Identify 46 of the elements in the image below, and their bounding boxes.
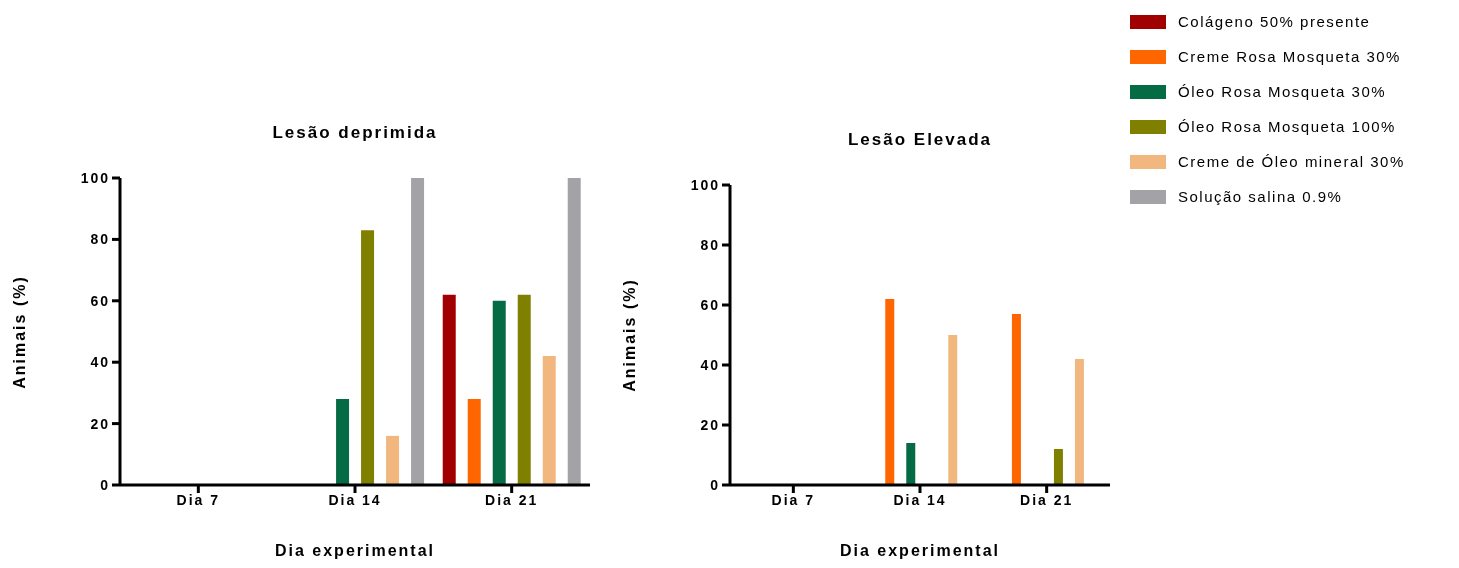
legend-label: Solução salina 0.9% bbox=[1178, 188, 1343, 205]
bar bbox=[442, 294, 456, 485]
legend-label: Óleo Rosa Mosqueta 30% bbox=[1178, 83, 1387, 100]
chart-title: Lesão deprimida bbox=[272, 123, 438, 143]
x-axis-title: Dia experimental bbox=[839, 542, 1001, 560]
bar bbox=[1011, 314, 1021, 485]
legend-label: Colágeno 50% presente bbox=[1178, 13, 1371, 30]
x-tick-label: Dia 14 bbox=[328, 491, 382, 508]
y-tick-label: 20 bbox=[700, 416, 720, 433]
x-axis-title: Dia experimental bbox=[274, 542, 436, 560]
bar bbox=[542, 356, 556, 485]
bar bbox=[411, 178, 425, 485]
y-tick-label: 40 bbox=[700, 356, 720, 373]
y-tick-label: 100 bbox=[690, 176, 720, 193]
bar bbox=[467, 399, 481, 485]
chart-title: Lesão Elevada bbox=[847, 130, 993, 150]
bar bbox=[336, 399, 350, 485]
y-tick-label: 60 bbox=[700, 296, 720, 313]
y-axis-title: Animais (%) bbox=[621, 278, 639, 392]
legend-label: Creme Rosa Mosqueta 30% bbox=[1178, 48, 1401, 65]
y-tick-label: 0 bbox=[100, 476, 110, 493]
y-axis-title: Animais (%) bbox=[11, 274, 29, 389]
bar bbox=[885, 299, 895, 485]
y-tick-label: 40 bbox=[90, 354, 110, 371]
bar bbox=[517, 294, 531, 485]
bar bbox=[906, 443, 916, 485]
y-tick-label: 0 bbox=[710, 476, 720, 493]
bar bbox=[1053, 449, 1063, 485]
bar bbox=[361, 230, 375, 485]
y-tick-label: 80 bbox=[700, 236, 720, 253]
legend-label: Óleo Rosa Mosqueta 100% bbox=[1178, 118, 1396, 135]
legend-label: Creme de Óleo mineral 30% bbox=[1178, 153, 1405, 170]
x-tick-label: Dia 21 bbox=[1020, 491, 1074, 508]
y-tick-label: 60 bbox=[90, 292, 110, 309]
x-tick-label: Dia 21 bbox=[485, 491, 539, 508]
y-tick-label: 100 bbox=[80, 169, 110, 186]
bar bbox=[386, 435, 400, 485]
bar bbox=[567, 178, 581, 485]
x-tick-label: Dia 7 bbox=[176, 491, 221, 508]
x-tick-label: Dia 14 bbox=[893, 491, 947, 508]
y-tick-label: 20 bbox=[90, 415, 110, 432]
bar bbox=[1074, 359, 1084, 485]
bar bbox=[492, 300, 506, 485]
x-tick-label: Dia 7 bbox=[771, 491, 816, 508]
y-tick-label: 80 bbox=[90, 231, 110, 248]
bar bbox=[948, 335, 958, 485]
